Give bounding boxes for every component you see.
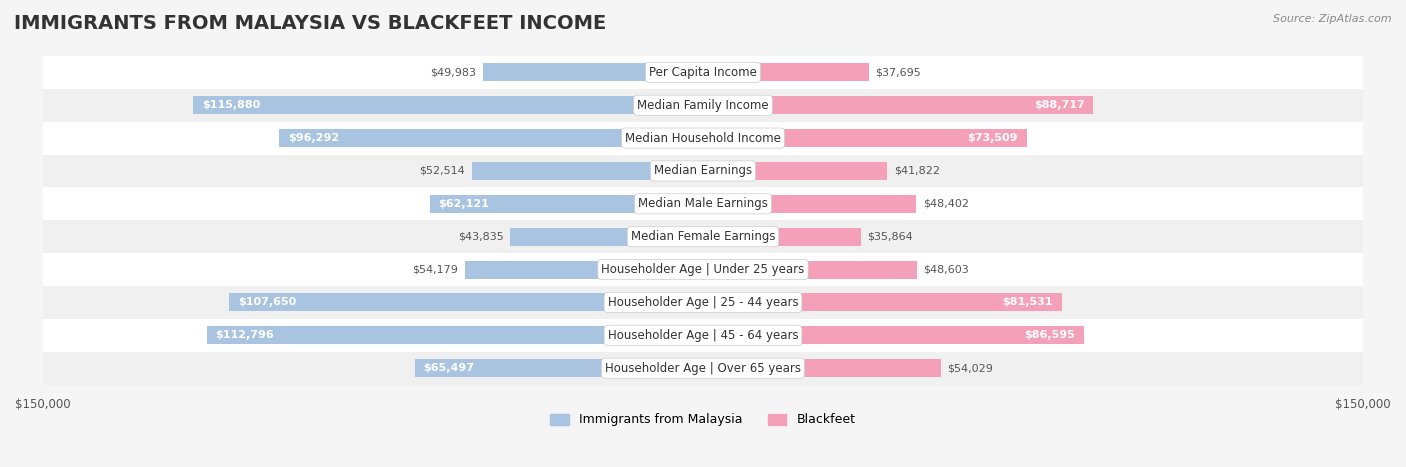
Bar xyxy=(464,261,703,279)
Bar xyxy=(703,195,917,213)
Text: Median Female Earnings: Median Female Earnings xyxy=(631,230,775,243)
Legend: Immigrants from Malaysia, Blackfeet: Immigrants from Malaysia, Blackfeet xyxy=(546,409,860,432)
Bar xyxy=(703,326,1084,344)
Bar xyxy=(703,64,869,81)
Text: $49,983: $49,983 xyxy=(430,67,477,78)
Bar xyxy=(42,56,1364,89)
Bar xyxy=(703,293,1062,311)
Bar xyxy=(703,359,941,377)
Bar xyxy=(229,293,703,311)
Text: Householder Age | 45 - 64 years: Householder Age | 45 - 64 years xyxy=(607,329,799,342)
Text: $54,179: $54,179 xyxy=(412,265,458,275)
Bar xyxy=(42,286,1364,319)
Text: $54,029: $54,029 xyxy=(948,363,993,373)
Text: $62,121: $62,121 xyxy=(439,199,489,209)
Bar xyxy=(484,64,703,81)
Bar xyxy=(42,121,1364,155)
Text: Median Male Earnings: Median Male Earnings xyxy=(638,198,768,210)
Text: $41,822: $41,822 xyxy=(894,166,939,176)
Text: $48,603: $48,603 xyxy=(924,265,969,275)
Text: Source: ZipAtlas.com: Source: ZipAtlas.com xyxy=(1274,14,1392,24)
Text: $35,864: $35,864 xyxy=(868,232,914,242)
Text: Householder Age | Under 25 years: Householder Age | Under 25 years xyxy=(602,263,804,276)
Text: $88,717: $88,717 xyxy=(1033,100,1084,110)
Bar xyxy=(703,261,917,279)
Bar xyxy=(42,220,1364,253)
Text: $43,835: $43,835 xyxy=(458,232,503,242)
Text: $115,880: $115,880 xyxy=(202,100,260,110)
Bar xyxy=(703,162,887,180)
Bar xyxy=(42,319,1364,352)
Bar xyxy=(415,359,703,377)
Bar xyxy=(207,326,703,344)
Text: $96,292: $96,292 xyxy=(288,133,339,143)
Text: Median Household Income: Median Household Income xyxy=(626,132,780,145)
Text: $73,509: $73,509 xyxy=(967,133,1018,143)
Text: Per Capita Income: Per Capita Income xyxy=(650,66,756,79)
Text: $37,695: $37,695 xyxy=(876,67,921,78)
Bar xyxy=(472,162,703,180)
Bar xyxy=(703,129,1026,147)
Bar xyxy=(430,195,703,213)
Text: $81,531: $81,531 xyxy=(1002,297,1053,307)
Text: Householder Age | 25 - 44 years: Householder Age | 25 - 44 years xyxy=(607,296,799,309)
Bar xyxy=(703,227,860,246)
Bar xyxy=(193,96,703,114)
Text: $86,595: $86,595 xyxy=(1025,330,1076,340)
Bar xyxy=(510,227,703,246)
Bar xyxy=(42,352,1364,385)
Bar xyxy=(280,129,703,147)
Text: $112,796: $112,796 xyxy=(215,330,274,340)
Text: $65,497: $65,497 xyxy=(423,363,475,373)
Text: IMMIGRANTS FROM MALAYSIA VS BLACKFEET INCOME: IMMIGRANTS FROM MALAYSIA VS BLACKFEET IN… xyxy=(14,14,606,33)
Bar xyxy=(42,253,1364,286)
Bar xyxy=(42,89,1364,121)
Bar xyxy=(42,187,1364,220)
Text: $107,650: $107,650 xyxy=(238,297,297,307)
Text: Householder Age | Over 65 years: Householder Age | Over 65 years xyxy=(605,361,801,375)
Text: $48,402: $48,402 xyxy=(922,199,969,209)
Bar xyxy=(42,155,1364,187)
Bar xyxy=(703,96,1094,114)
Text: Median Earnings: Median Earnings xyxy=(654,164,752,177)
Text: $52,514: $52,514 xyxy=(419,166,465,176)
Text: Median Family Income: Median Family Income xyxy=(637,99,769,112)
